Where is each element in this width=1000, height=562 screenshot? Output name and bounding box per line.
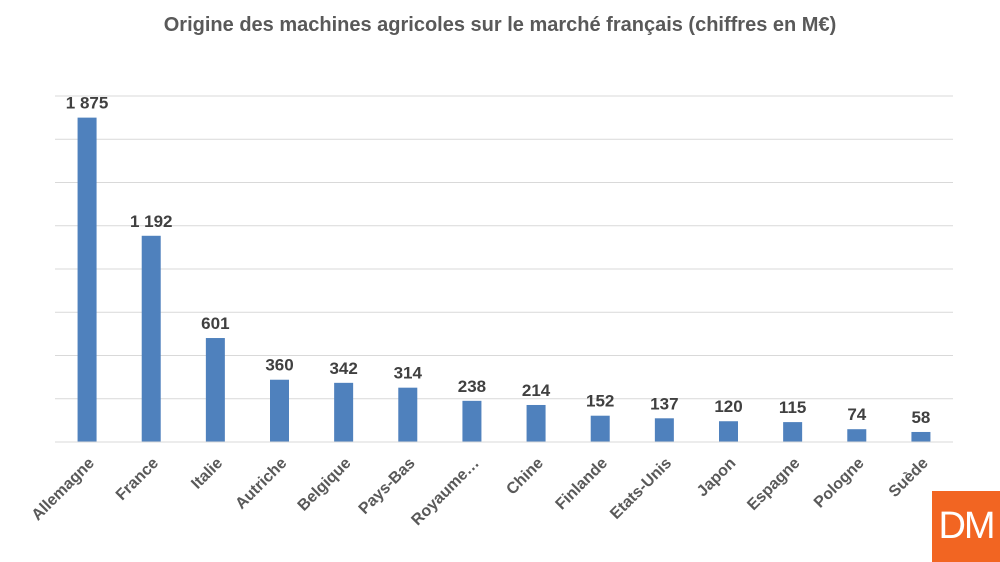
bar-japon [719, 421, 738, 442]
value-label: 1 875 [66, 94, 109, 113]
category-label: Pologne [811, 455, 868, 512]
category-labels: Allemagne France Italie Autriche Belgique Pay… [29, 455, 932, 529]
category-label: Autriche [232, 455, 290, 513]
value-label: 137 [650, 394, 678, 413]
bars [77, 117, 931, 442]
category-label: Espagne [744, 455, 803, 514]
value-label: 360 [265, 356, 293, 375]
category-label: Suède [886, 455, 932, 501]
value-label: 74 [847, 405, 866, 424]
category-label: Japon [694, 455, 739, 500]
bar-finlande [590, 415, 610, 442]
category-label: Etats-Unis [607, 455, 675, 523]
value-label: 1 192 [130, 212, 173, 231]
bar-royaume- [462, 400, 482, 442]
value-label: 238 [458, 377, 486, 396]
value-label: 342 [329, 359, 357, 378]
value-label: 120 [714, 397, 742, 416]
bar-france [141, 235, 161, 442]
gridlines [55, 95, 953, 400]
bar-etats-unis [654, 418, 674, 442]
bar-allemagne [77, 117, 97, 442]
bar-espagne [783, 422, 803, 442]
bar-belgique [334, 382, 354, 442]
category-label: Finlande [553, 455, 612, 514]
category-label: France [113, 455, 162, 504]
dm-logo: DM [932, 491, 1000, 562]
value-labels: 1 875 1 192 601 360 342 314 238 214 152 137 120 115… [66, 94, 931, 427]
chart-title: Origine des machines agricoles sur le ma… [163, 14, 837, 36]
value-label: 58 [911, 408, 930, 427]
category-label: Pays-Bas [356, 455, 419, 518]
category-label: Royaume… [408, 455, 482, 529]
bar-pologne [847, 429, 867, 442]
value-label: 152 [586, 392, 614, 411]
value-label: 314 [394, 364, 423, 383]
category-label: Italie [188, 455, 226, 493]
bar-chine [526, 404, 546, 442]
value-label: 601 [201, 314, 229, 333]
category-label: Chine [503, 455, 547, 499]
bar-autriche [270, 379, 289, 442]
category-label: Belgique [295, 455, 355, 515]
category-label: Allemagne [29, 455, 98, 524]
value-label: 214 [522, 381, 551, 400]
bar-su-de [911, 431, 931, 442]
bar-italie [205, 338, 225, 442]
bar-pays-bas [398, 387, 418, 442]
value-label: 115 [779, 398, 806, 417]
